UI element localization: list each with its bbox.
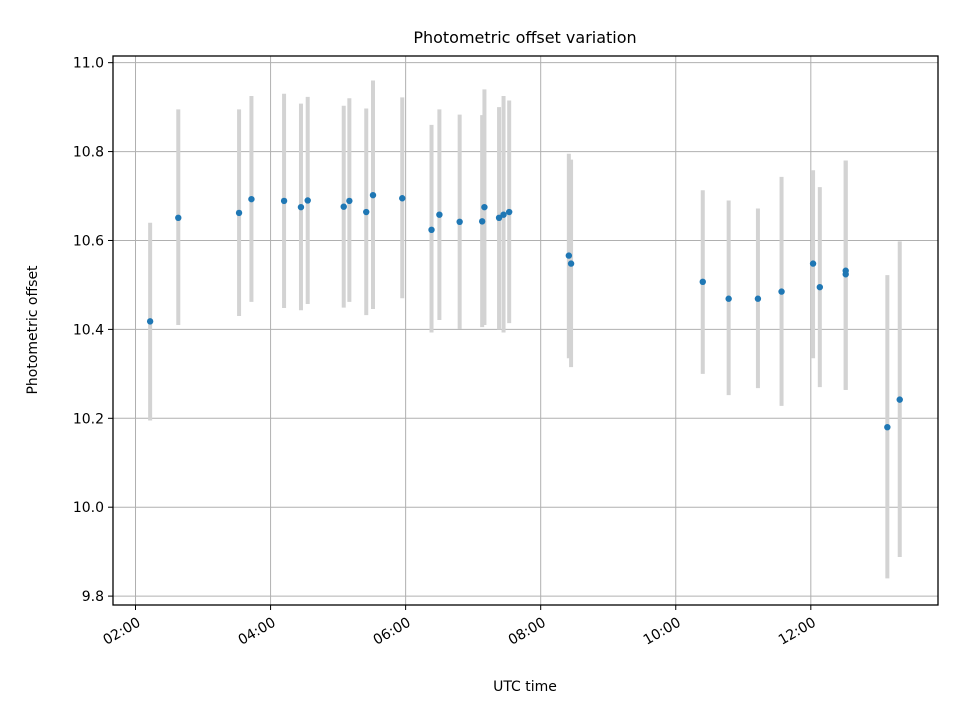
data-point (436, 211, 443, 218)
data-point (725, 295, 732, 302)
point-layer (146, 191, 903, 431)
y-tick-label: 10.6 (73, 233, 104, 249)
data-point (146, 318, 154, 325)
x-axis-label: UTC time (493, 679, 557, 695)
data-point (500, 211, 507, 218)
data-point (363, 208, 370, 216)
data-point (346, 197, 353, 205)
data-point (816, 283, 824, 291)
x-tick-label: 10:00 (641, 615, 684, 649)
data-point (304, 197, 311, 204)
y-tick-label: 10.8 (73, 145, 104, 161)
y-tick-label: 10.4 (73, 322, 104, 338)
data-point (248, 195, 255, 203)
tick-layer: 02:00 04:00 06:00 08:00 10:00 12:00 9.8 10.0 10.… (73, 56, 819, 649)
data-point (778, 288, 785, 295)
data-point (884, 423, 891, 431)
x-tick-label: 06:00 (371, 615, 414, 649)
x-tick-label: 08:00 (506, 615, 549, 649)
data-point (428, 226, 435, 234)
data-point (842, 271, 849, 278)
data-point (896, 396, 903, 403)
data-point (754, 295, 762, 302)
y-tick-label: 9.8 (82, 589, 104, 605)
data-point (478, 218, 486, 225)
y-tick-label: 10.0 (73, 500, 104, 516)
data-point (280, 197, 288, 205)
plot-frame (112, 55, 939, 606)
data-point (340, 203, 347, 210)
data-point (297, 203, 305, 211)
data-point (481, 203, 488, 211)
data-point (456, 218, 463, 226)
y-tick-label: 10.2 (73, 411, 104, 427)
data-point (235, 209, 243, 217)
data-point (399, 195, 406, 202)
data-point (565, 252, 573, 259)
data-point (505, 208, 513, 216)
data-point (495, 214, 503, 222)
y-axis-label: Photometric offset (25, 265, 41, 395)
data-point (699, 278, 706, 286)
data-point (809, 260, 817, 267)
data-point (567, 260, 575, 267)
data-point (369, 191, 377, 199)
x-tick-label: 12:00 (776, 615, 819, 649)
x-tick-label: 04:00 (236, 615, 279, 649)
y-tick-label: 11.0 (73, 56, 104, 72)
data-point (175, 214, 182, 222)
x-tick-label: 02:00 (101, 615, 144, 649)
chart-title: Photometric offset variation (413, 28, 636, 47)
